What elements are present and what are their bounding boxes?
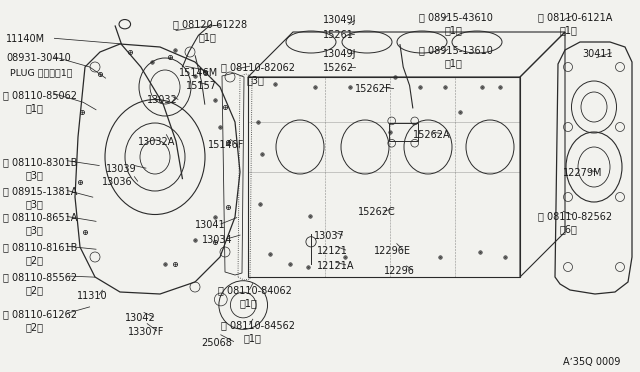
Text: 12121A: 12121A: [317, 261, 355, 271]
Text: 15262F: 15262F: [355, 84, 392, 93]
Text: 12296E: 12296E: [374, 246, 412, 256]
Text: 13049J: 13049J: [323, 16, 356, 25]
Text: 13049J: 13049J: [323, 49, 356, 59]
Text: （3）: （3）: [26, 226, 44, 235]
Text: Ⓓ 08110-8301B: Ⓓ 08110-8301B: [3, 157, 77, 167]
Text: （1）: （1）: [240, 298, 258, 308]
Text: （1）: （1）: [445, 58, 463, 68]
Text: Ⓓ 08110-84062: Ⓓ 08110-84062: [218, 285, 291, 295]
Text: 15262: 15262: [323, 63, 354, 73]
Text: （1）: （1）: [26, 103, 44, 113]
Text: 15157: 15157: [186, 81, 216, 90]
Text: （2）: （2）: [26, 256, 44, 265]
Text: Ⓓ 08110-82062: Ⓓ 08110-82062: [221, 62, 295, 72]
Text: 12296: 12296: [384, 266, 415, 276]
Text: Ⓓ 08110-82562: Ⓓ 08110-82562: [538, 211, 612, 221]
Text: （1）: （1）: [243, 334, 261, 343]
Text: Ⓓ 08110-8651A: Ⓓ 08110-8651A: [3, 213, 77, 222]
Text: Ⓓ 08110-85062: Ⓓ 08110-85062: [3, 90, 77, 100]
Text: 13307F: 13307F: [128, 327, 164, 337]
Text: 08931-30410: 08931-30410: [6, 53, 71, 62]
Text: （3）: （3）: [26, 170, 44, 180]
Text: Ⓓ 08120-61228: Ⓓ 08120-61228: [173, 19, 247, 29]
Text: 15146M: 15146M: [179, 68, 218, 77]
Text: Aʼ35Q 0009: Aʼ35Q 0009: [563, 357, 621, 366]
Text: PLUG プラグ（1）: PLUG プラグ（1）: [10, 68, 72, 77]
Text: 13037: 13037: [314, 231, 344, 241]
Text: 11140M: 11140M: [6, 34, 45, 44]
Text: （3）: （3）: [246, 75, 264, 85]
Text: （2）: （2）: [26, 323, 44, 332]
Text: 15262A: 15262A: [413, 130, 451, 140]
Text: 13041: 13041: [195, 220, 226, 230]
Text: 11310: 11310: [77, 291, 108, 301]
Text: Ⓝ 08915-1381A: Ⓝ 08915-1381A: [3, 187, 77, 196]
Text: 25068: 25068: [202, 338, 232, 348]
Text: 15262C: 15262C: [358, 207, 396, 217]
Text: Ⓓ 08110-6121A: Ⓓ 08110-6121A: [538, 12, 612, 22]
Text: 13039: 13039: [106, 164, 136, 174]
Text: （1）: （1）: [560, 25, 578, 35]
Text: Ⓝ 08915-43610: Ⓝ 08915-43610: [419, 12, 493, 22]
Text: 13042: 13042: [125, 313, 156, 323]
Text: （3）: （3）: [26, 200, 44, 209]
Text: 15146F: 15146F: [208, 140, 244, 150]
Text: （1）: （1）: [445, 25, 463, 35]
Text: Ⓝ 08915-13610: Ⓝ 08915-13610: [419, 45, 493, 55]
Text: 15261: 15261: [323, 31, 354, 40]
Text: 13034: 13034: [202, 235, 232, 245]
Text: 13032: 13032: [147, 96, 178, 105]
Text: 12279M: 12279M: [563, 168, 603, 178]
Text: Ⓓ 08110-61262: Ⓓ 08110-61262: [3, 310, 77, 319]
Text: 13036: 13036: [102, 177, 133, 187]
Text: Ⓓ 08110-8161B: Ⓓ 08110-8161B: [3, 243, 77, 252]
Text: 30411: 30411: [582, 49, 613, 59]
Text: Ⓓ 08110-84562: Ⓓ 08110-84562: [221, 321, 295, 330]
Text: （1）: （1）: [198, 32, 216, 42]
Text: （2）: （2）: [26, 285, 44, 295]
Text: 12121: 12121: [317, 246, 348, 256]
Text: Ⓓ 08110-85562: Ⓓ 08110-85562: [3, 272, 77, 282]
Text: 13032A: 13032A: [138, 137, 175, 147]
Text: （6）: （6）: [560, 224, 578, 234]
